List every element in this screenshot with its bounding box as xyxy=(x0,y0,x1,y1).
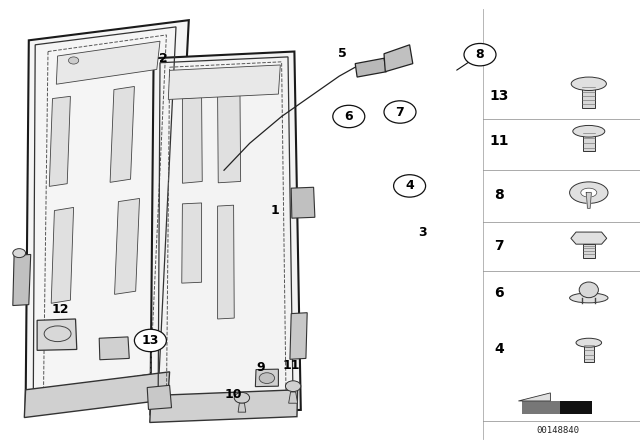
Circle shape xyxy=(234,392,250,403)
FancyBboxPatch shape xyxy=(522,401,561,414)
Text: 8: 8 xyxy=(476,48,484,61)
Polygon shape xyxy=(115,198,140,294)
Text: 13: 13 xyxy=(141,334,159,347)
Text: 4: 4 xyxy=(405,179,414,193)
Polygon shape xyxy=(355,58,387,77)
Polygon shape xyxy=(24,372,170,418)
Polygon shape xyxy=(51,207,74,303)
Polygon shape xyxy=(218,95,241,183)
Text: 10: 10 xyxy=(225,388,243,401)
Circle shape xyxy=(394,175,426,197)
Polygon shape xyxy=(150,52,301,414)
Circle shape xyxy=(285,381,301,392)
FancyBboxPatch shape xyxy=(583,131,595,151)
Text: 7: 7 xyxy=(494,239,504,254)
Polygon shape xyxy=(150,390,298,422)
Polygon shape xyxy=(147,385,172,409)
Text: 12: 12 xyxy=(52,302,70,316)
Text: 11: 11 xyxy=(282,358,300,372)
Polygon shape xyxy=(110,86,134,182)
Ellipse shape xyxy=(581,188,597,197)
Circle shape xyxy=(333,105,365,128)
FancyBboxPatch shape xyxy=(522,401,592,414)
Ellipse shape xyxy=(570,293,608,303)
Polygon shape xyxy=(37,319,77,350)
Text: 2: 2 xyxy=(159,52,168,65)
FancyBboxPatch shape xyxy=(584,342,594,362)
Polygon shape xyxy=(255,369,278,387)
Circle shape xyxy=(259,373,275,383)
Circle shape xyxy=(134,329,166,352)
Polygon shape xyxy=(238,403,246,412)
Polygon shape xyxy=(571,232,607,244)
Text: 00148840: 00148840 xyxy=(536,426,580,435)
Polygon shape xyxy=(384,45,413,72)
Text: 5: 5 xyxy=(338,47,347,60)
Circle shape xyxy=(384,101,416,123)
Polygon shape xyxy=(218,205,234,319)
Polygon shape xyxy=(290,313,307,359)
Circle shape xyxy=(464,43,496,66)
Text: 6: 6 xyxy=(344,110,353,123)
Text: 11: 11 xyxy=(490,134,509,148)
Polygon shape xyxy=(182,203,202,283)
Circle shape xyxy=(13,249,26,258)
Polygon shape xyxy=(291,187,315,218)
Text: 9: 9 xyxy=(257,361,266,374)
Polygon shape xyxy=(49,96,70,186)
Text: 13: 13 xyxy=(490,89,509,103)
Polygon shape xyxy=(99,337,129,360)
Polygon shape xyxy=(182,97,202,183)
Ellipse shape xyxy=(572,77,607,90)
FancyBboxPatch shape xyxy=(582,83,595,108)
Text: 7: 7 xyxy=(396,105,404,119)
Polygon shape xyxy=(56,41,160,84)
Ellipse shape xyxy=(579,282,598,298)
Polygon shape xyxy=(168,65,280,99)
FancyBboxPatch shape xyxy=(583,244,595,258)
Polygon shape xyxy=(13,254,31,306)
Text: 6: 6 xyxy=(494,286,504,301)
Polygon shape xyxy=(289,392,298,403)
Text: 8: 8 xyxy=(494,188,504,202)
Text: 3: 3 xyxy=(418,226,427,240)
Polygon shape xyxy=(518,393,550,401)
Polygon shape xyxy=(586,193,591,208)
Polygon shape xyxy=(26,20,189,408)
Ellipse shape xyxy=(576,338,602,347)
Ellipse shape xyxy=(573,125,605,137)
Circle shape xyxy=(68,57,79,64)
Ellipse shape xyxy=(570,182,608,203)
Text: 4: 4 xyxy=(494,342,504,357)
Text: 1: 1 xyxy=(271,204,280,217)
